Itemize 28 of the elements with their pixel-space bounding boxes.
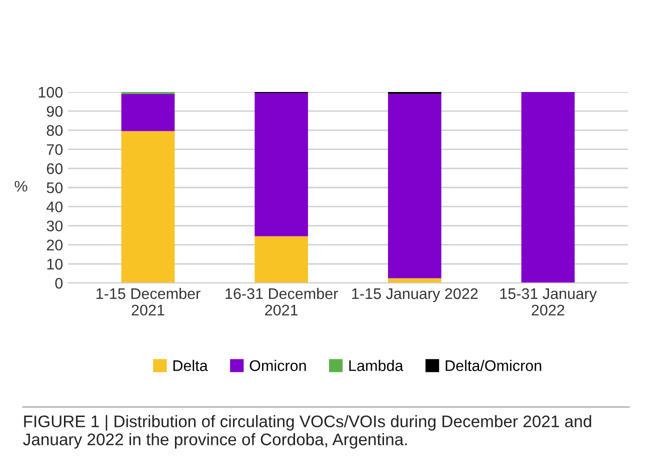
bar (388, 94, 442, 278)
bar (521, 92, 575, 283)
y-tick-label: 70 (46, 144, 63, 155)
legend-label: Delta/Omicron (446, 360, 542, 372)
bar (121, 94, 175, 132)
y-tick-label: 40 (46, 201, 63, 212)
y-tick-label: 60 (46, 163, 63, 174)
caption: FIGURE 1 | Distribution of circulating VOCs/VOIs during December 2021 and January 2022 in the province of Cordoba, Argentina. (23, 415, 592, 449)
legend-label: Delta (173, 360, 208, 372)
legend-label: Omicron (250, 360, 306, 372)
y-tick-label: 80 (46, 125, 63, 136)
bar (388, 278, 442, 283)
x-tick-label: 15-31 January 2022 (500, 288, 597, 316)
bar (121, 131, 175, 283)
y-tick-label: 50 (46, 182, 63, 194)
bar (254, 236, 308, 283)
bar (254, 92, 308, 236)
y-tick-label: 30 (46, 220, 63, 232)
y-axis-title: % (14, 180, 28, 192)
x-tick-label: 16-31 December 2021 (226, 288, 338, 316)
y-tick-label: 0 (55, 278, 63, 289)
legend-label: Lambda (349, 360, 404, 372)
x-tick-label: 1-15 January 2022 (352, 288, 478, 302)
x-tick-label: 1-15 December 2021 (96, 288, 200, 316)
y-tick-label: 100 (38, 86, 63, 98)
y-tick-label: 20 (46, 240, 63, 250)
y-tick-label: 10 (47, 258, 63, 270)
y-tick-label: 90 (46, 106, 63, 117)
